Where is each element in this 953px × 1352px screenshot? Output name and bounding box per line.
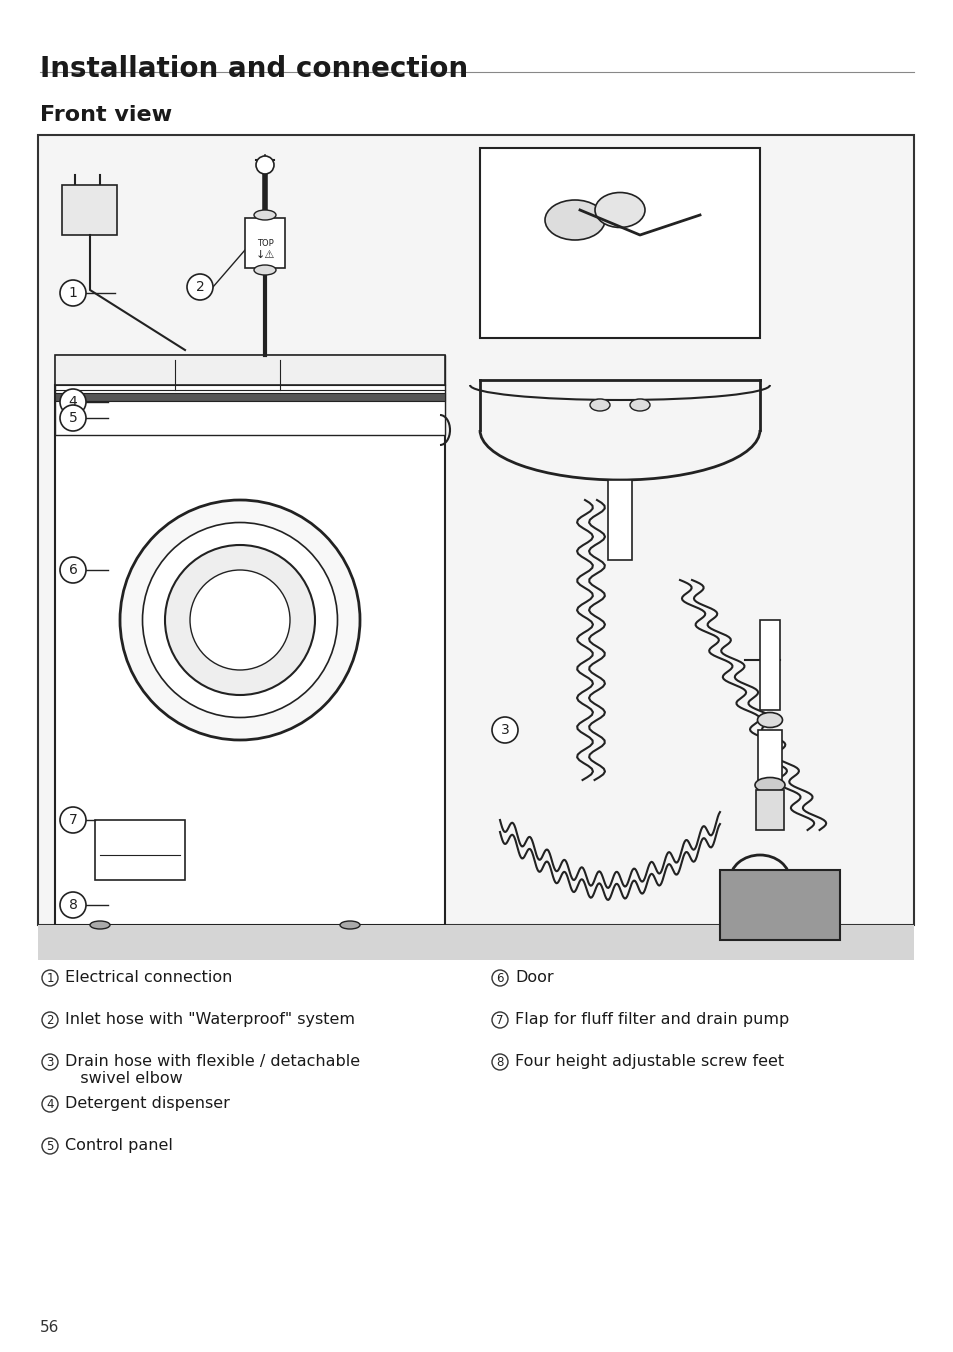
Circle shape bbox=[42, 1138, 58, 1155]
Text: 1: 1 bbox=[69, 287, 77, 300]
Text: 2: 2 bbox=[195, 280, 204, 293]
Text: Front view: Front view bbox=[40, 105, 172, 124]
Circle shape bbox=[42, 1055, 58, 1069]
Text: ↓⚠: ↓⚠ bbox=[255, 250, 274, 260]
Bar bbox=[720, 869, 840, 940]
Text: Drain hose with flexible / detachable
   swivel elbow: Drain hose with flexible / detachable sw… bbox=[65, 1055, 359, 1087]
Circle shape bbox=[60, 389, 86, 415]
Text: Installation and connection: Installation and connection bbox=[40, 55, 468, 82]
Ellipse shape bbox=[589, 399, 609, 411]
Bar bbox=[38, 925, 913, 940]
Circle shape bbox=[60, 892, 86, 918]
Text: 4: 4 bbox=[46, 1098, 53, 1110]
Bar bbox=[245, 218, 285, 268]
Text: 6: 6 bbox=[496, 972, 503, 984]
Bar bbox=[95, 821, 185, 880]
Circle shape bbox=[42, 1096, 58, 1111]
Ellipse shape bbox=[754, 777, 784, 792]
Bar bbox=[760, 621, 780, 710]
Text: 4: 4 bbox=[69, 395, 77, 410]
Ellipse shape bbox=[142, 522, 337, 718]
Text: 6: 6 bbox=[69, 562, 77, 577]
Text: 8: 8 bbox=[496, 1056, 503, 1068]
Bar bbox=[479, 147, 760, 338]
Circle shape bbox=[60, 280, 86, 306]
Bar bbox=[755, 790, 783, 830]
Bar bbox=[55, 356, 444, 435]
Circle shape bbox=[492, 717, 517, 744]
Text: 7: 7 bbox=[69, 813, 77, 827]
Ellipse shape bbox=[165, 545, 314, 695]
Bar bbox=[55, 356, 444, 385]
Text: Electrical connection: Electrical connection bbox=[65, 969, 233, 986]
Circle shape bbox=[60, 557, 86, 583]
Circle shape bbox=[42, 969, 58, 986]
Text: 8: 8 bbox=[69, 898, 77, 913]
Circle shape bbox=[492, 1055, 507, 1069]
Ellipse shape bbox=[757, 713, 781, 727]
Circle shape bbox=[492, 1013, 507, 1028]
Text: 1: 1 bbox=[46, 972, 53, 984]
Ellipse shape bbox=[120, 500, 359, 740]
Ellipse shape bbox=[595, 192, 644, 227]
Bar bbox=[55, 393, 444, 402]
Ellipse shape bbox=[629, 399, 649, 411]
Text: 3: 3 bbox=[500, 723, 509, 737]
Text: 2: 2 bbox=[46, 1014, 53, 1026]
Ellipse shape bbox=[544, 200, 604, 241]
Ellipse shape bbox=[190, 571, 290, 671]
Text: Control panel: Control panel bbox=[65, 1138, 172, 1153]
Bar bbox=[62, 185, 117, 235]
Circle shape bbox=[187, 274, 213, 300]
Text: 56: 56 bbox=[40, 1320, 59, 1334]
Bar bbox=[607, 480, 631, 560]
Text: 5: 5 bbox=[69, 411, 77, 425]
Bar bbox=[38, 135, 913, 925]
Text: Flap for fluff filter and drain pump: Flap for fluff filter and drain pump bbox=[515, 1013, 788, 1028]
Bar bbox=[38, 925, 913, 960]
Circle shape bbox=[42, 1013, 58, 1028]
Ellipse shape bbox=[253, 265, 275, 274]
Ellipse shape bbox=[90, 921, 110, 929]
Ellipse shape bbox=[253, 210, 275, 220]
Ellipse shape bbox=[339, 921, 359, 929]
Text: 5: 5 bbox=[47, 1140, 53, 1152]
Text: TOP: TOP bbox=[256, 238, 274, 247]
Text: Inlet hose with "Waterproof" system: Inlet hose with "Waterproof" system bbox=[65, 1013, 355, 1028]
Circle shape bbox=[60, 807, 86, 833]
Circle shape bbox=[492, 969, 507, 986]
Ellipse shape bbox=[255, 155, 274, 174]
Text: Door: Door bbox=[515, 969, 553, 986]
Circle shape bbox=[60, 406, 86, 431]
Text: 7: 7 bbox=[496, 1014, 503, 1026]
Text: Four height adjustable screw feet: Four height adjustable screw feet bbox=[515, 1055, 783, 1069]
Bar bbox=[55, 385, 444, 925]
Text: 3: 3 bbox=[47, 1056, 53, 1068]
Text: Detergent dispenser: Detergent dispenser bbox=[65, 1096, 230, 1111]
Bar bbox=[758, 730, 781, 780]
